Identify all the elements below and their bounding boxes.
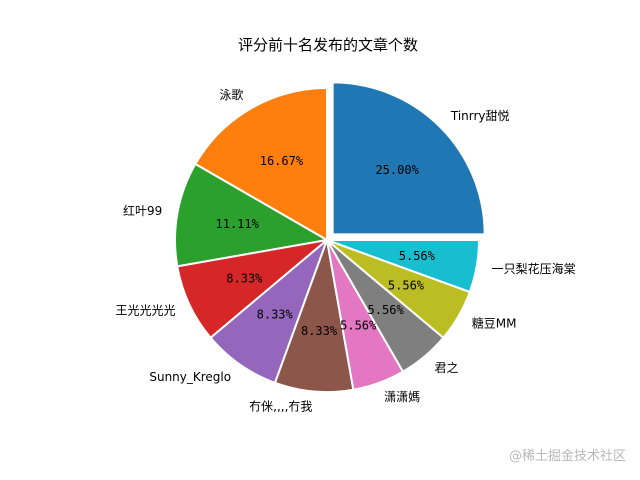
watermark: @稀土掘金技术社区 (508, 449, 626, 464)
slice-percent-label: 5.56% (388, 279, 425, 293)
slice-category-label: Tinrry甜悦 (450, 109, 510, 123)
pie-slice (193, 86, 328, 242)
pie-slice (174, 162, 330, 268)
chart-title: 评分前十名发布的文章个数 (238, 36, 418, 54)
pie-slices (174, 81, 486, 393)
slice-category-label: 一只梨花压海棠 (492, 261, 576, 276)
slice-percent-label: 8.33% (257, 308, 294, 322)
slice-category-label: 君之 (434, 361, 458, 375)
slice-category-label: 糖豆MM (472, 316, 517, 331)
pie-slice (331, 81, 486, 236)
slice-category-label: 王光光光光 (115, 304, 175, 318)
slice-percent-label: 5.56% (340, 319, 377, 333)
slice-category-label: 冇侎,,,,冇我 (249, 400, 312, 414)
pie-labels: 25.00% Tinrry甜悦 16.67% 泳歌 11.11% 红叶99 8.33% 王光光… (115, 87, 575, 413)
slice-category-label: Sunny_Kreglo (149, 370, 231, 384)
pie-slice (326, 239, 481, 294)
slice-percent-label: 8.33% (301, 324, 338, 338)
slice-percent-label: 25.00% (375, 163, 419, 177)
slice-category-label: 潇潇媽 (384, 390, 420, 404)
slice-category-label: 泳歌 (219, 87, 243, 102)
slice-category-label: 红叶99 (123, 203, 162, 218)
slice-percent-label: 16.67% (260, 154, 304, 168)
slice-percent-label: 5.56% (399, 249, 436, 263)
slice-percent-label: 8.33% (226, 272, 263, 286)
slice-percent-label: 5.56% (368, 303, 405, 317)
slice-percent-label: 11.11% (216, 217, 260, 231)
